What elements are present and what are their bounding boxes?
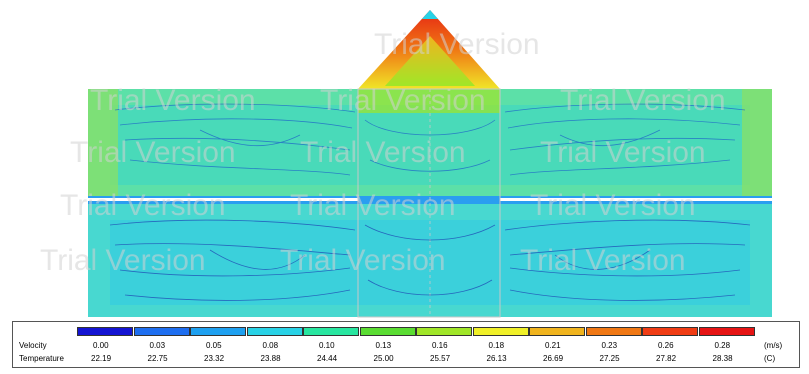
- upper-right-warm-zone: [742, 89, 772, 197]
- temperature-value: 27.25: [599, 354, 620, 363]
- velocity-value: 0.03: [149, 341, 166, 350]
- watermark-text: Trial Version: [320, 84, 486, 117]
- temperature-value: 26.13: [486, 354, 507, 363]
- watermark-text: Trial Version: [40, 244, 206, 277]
- watermark-text: Trial Version: [300, 136, 466, 169]
- temperature-value: 24.44: [317, 354, 338, 363]
- velocity-label: Velocity: [19, 341, 47, 350]
- watermark-text: Trial Version: [530, 189, 696, 222]
- watermark-text: Trial Version: [90, 84, 256, 117]
- temperature-value: 25.57: [430, 354, 451, 363]
- velocity-value: 0.23: [601, 341, 618, 350]
- legend-swatch: [416, 327, 472, 336]
- watermark-text: Trial Version: [60, 189, 226, 222]
- roof-base-warm-zone: [358, 89, 500, 113]
- velocity-value: 0.08: [262, 341, 279, 350]
- roof-apex: [422, 10, 438, 19]
- watermark-text: Trial Version: [540, 136, 706, 169]
- velocity-value: 0.00: [93, 341, 109, 350]
- velocity-value: 0.10: [319, 341, 335, 350]
- temperature-value: 23.32: [204, 354, 225, 363]
- temperature-value: 26.69: [543, 354, 564, 363]
- velocity-value: 0.26: [658, 341, 674, 350]
- legend-swatch: [529, 327, 585, 336]
- legend-swatch: [359, 327, 416, 336]
- center-column: [357, 88, 501, 318]
- legend-swatch: [303, 327, 359, 336]
- legend-swatch: [133, 327, 190, 336]
- temperature-value: 22.19: [91, 354, 112, 363]
- legend-swatch: [472, 327, 529, 336]
- watermark-text: Trial Version: [290, 189, 456, 222]
- temperature-label: Temperature: [19, 354, 64, 363]
- temperature-value: 22.75: [147, 354, 168, 363]
- velocity-value: 0.28: [714, 341, 731, 350]
- roof-section-inner: [385, 36, 475, 86]
- watermark-text: Trial Version: [280, 244, 446, 277]
- temperature-value: 23.88: [260, 354, 281, 363]
- color-legend: Velocity Temperature 0.00 22.19 0.03 22.75 0…: [12, 321, 800, 368]
- legend-swatch: [585, 327, 642, 336]
- velocity-value: 0.05: [206, 341, 222, 350]
- velocity-value: 0.16: [432, 341, 448, 350]
- velocity-value: 0.13: [375, 341, 392, 350]
- watermark-text: Trial Version: [560, 84, 726, 117]
- temperature-value: 27.82: [656, 354, 677, 363]
- watermark-text: Trial Version: [70, 136, 236, 169]
- streamlines-lower: [109, 219, 751, 301]
- velocity-unit: (m/s): [764, 341, 783, 350]
- floor-divider-core: [88, 198, 358, 201]
- legend-swatch: [698, 327, 755, 336]
- streamlines-upper: [114, 103, 746, 176]
- legend-swatch: [190, 327, 246, 336]
- legend-swatch: [77, 327, 133, 336]
- floor-divider-core-right: [500, 198, 772, 201]
- legend-swatch: [642, 327, 698, 336]
- upper-left-warm-zone: [88, 89, 118, 197]
- legend-swatch: [246, 327, 303, 336]
- watermark-text: Trial Version: [520, 244, 686, 277]
- velocity-value: 0.21: [545, 341, 561, 350]
- temperature-unit: (C): [764, 354, 776, 363]
- temperature-value: 25.00: [373, 354, 394, 363]
- velocity-value: 0.18: [488, 341, 505, 350]
- temperature-value: 28.38: [712, 354, 733, 363]
- watermark-text: Trial Version: [374, 28, 540, 61]
